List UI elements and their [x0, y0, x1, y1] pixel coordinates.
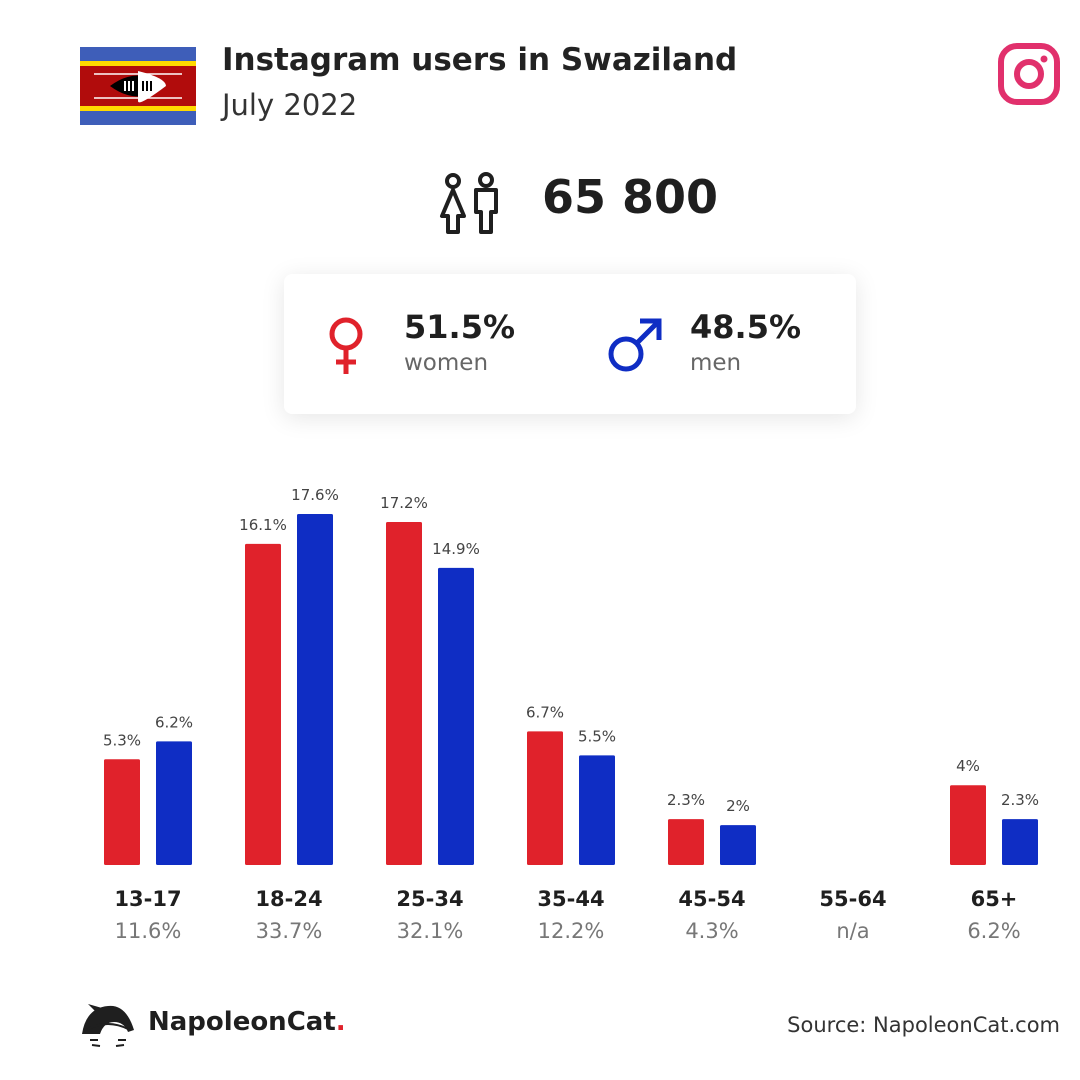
bar-women-35-44 [527, 731, 563, 865]
bar-women-45-54 [668, 819, 704, 865]
data-label-women-65+: 4% [956, 757, 980, 775]
bar-men-35-44 [579, 755, 615, 865]
bar-women-13-17 [104, 759, 140, 865]
data-label-women-18-24: 16.1% [239, 516, 287, 534]
category-total-18-24: 33.7% [256, 919, 323, 943]
category-label-35-44: 35-44 [537, 887, 604, 911]
swaziland-flag-icon [80, 47, 196, 125]
category-label-13-17: 13-17 [114, 887, 181, 911]
bar-men-65+ [1002, 819, 1038, 865]
bar-women-65+ [950, 785, 986, 865]
data-label-women-25-34: 17.2% [380, 494, 428, 512]
category-label-65+: 65+ [971, 887, 1018, 911]
category-total-13-17: 11.6% [115, 919, 182, 943]
data-label-women-13-17: 5.3% [103, 731, 141, 749]
women-percentage: 51.5% [404, 308, 516, 346]
instagram-icon [998, 43, 1060, 105]
page-subtitle: July 2022 [222, 88, 358, 122]
category-label-55-64: 55-64 [819, 887, 886, 911]
bar-men-18-24 [297, 514, 333, 865]
bar-women-18-24 [245, 543, 281, 865]
total-users-value: 65 800 [542, 170, 719, 224]
bar-women-25-34 [386, 521, 422, 865]
category-label-18-24: 18-24 [255, 887, 322, 911]
category-label-45-54: 45-54 [678, 887, 745, 911]
women-label: women [404, 350, 489, 376]
gender-split-card: 51.5% women 48.5% men [284, 274, 856, 414]
category-total-45-54: 4.3% [685, 919, 738, 943]
category-total-55-64: n/a [836, 919, 869, 943]
data-label-women-45-54: 2.3% [667, 791, 705, 809]
source-credit: Source: NapoleonCat.com [787, 1013, 1060, 1037]
bar-men-25-34 [438, 567, 474, 865]
bar-men-45-54 [720, 825, 756, 865]
category-total-25-34: 32.1% [397, 919, 464, 943]
age-gender-bar-chart: 5.3% 6.2% 13-17 11.6% 16.1%17.6% 18-24 33.7% 17… [103, 486, 1039, 943]
data-label-men-13-17: 6.2% [155, 713, 193, 731]
female-symbol-icon [329, 317, 363, 374]
men-percentage: 48.5% [690, 308, 802, 346]
category-total-35-44: 12.2% [538, 919, 605, 943]
users-icon [440, 172, 498, 234]
napoleoncat-logo-icon [82, 1004, 134, 1047]
data-label-men-65+: 2.3% [1001, 791, 1039, 809]
data-label-women-35-44: 6.7% [526, 703, 564, 721]
brand-name: NapoleonCat. [148, 1007, 346, 1037]
category-label-25-34: 25-34 [396, 887, 463, 911]
page-title: Instagram users in Swaziland [222, 42, 738, 78]
men-label: men [690, 350, 742, 376]
male-symbol-icon [608, 318, 662, 372]
category-total-65+: 6.2% [967, 919, 1020, 943]
bar-men-13-17 [156, 741, 192, 865]
data-label-men-35-44: 5.5% [578, 727, 616, 745]
data-label-men-18-24: 17.6% [291, 486, 339, 504]
data-label-men-25-34: 14.9% [432, 540, 480, 558]
data-label-men-45-54: 2% [726, 797, 750, 815]
